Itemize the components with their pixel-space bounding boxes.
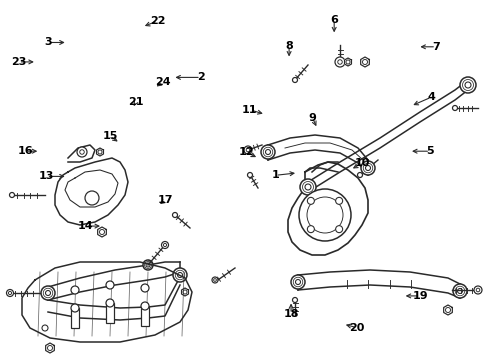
Text: 24: 24: [155, 77, 171, 87]
Circle shape: [41, 286, 55, 300]
Text: 6: 6: [330, 15, 338, 25]
Circle shape: [293, 77, 297, 82]
Circle shape: [335, 57, 345, 67]
Polygon shape: [344, 58, 351, 66]
Circle shape: [452, 105, 458, 111]
Polygon shape: [68, 145, 95, 162]
Circle shape: [361, 161, 375, 175]
Circle shape: [261, 145, 275, 159]
Text: 21: 21: [128, 96, 144, 107]
Text: 7: 7: [432, 42, 440, 52]
Text: 13: 13: [39, 171, 54, 181]
Text: 12: 12: [238, 147, 254, 157]
Circle shape: [6, 289, 14, 297]
Circle shape: [9, 193, 15, 198]
Circle shape: [307, 197, 343, 233]
Circle shape: [300, 179, 316, 195]
Circle shape: [336, 197, 343, 204]
Text: 10: 10: [355, 158, 370, 168]
Circle shape: [77, 147, 87, 157]
Circle shape: [247, 172, 252, 177]
Polygon shape: [298, 270, 460, 298]
Polygon shape: [46, 343, 54, 353]
Bar: [71, 308, 79, 328]
Circle shape: [141, 284, 149, 292]
Text: 11: 11: [242, 105, 258, 115]
Circle shape: [293, 297, 297, 302]
Text: 5: 5: [426, 146, 434, 156]
Text: 1: 1: [271, 170, 279, 180]
Circle shape: [474, 286, 482, 294]
Polygon shape: [98, 227, 106, 237]
Polygon shape: [97, 148, 103, 156]
Bar: [141, 306, 149, 326]
Polygon shape: [48, 277, 180, 320]
Circle shape: [106, 281, 114, 289]
Circle shape: [106, 299, 114, 307]
Text: 23: 23: [11, 57, 26, 67]
Polygon shape: [308, 80, 468, 192]
Circle shape: [85, 191, 99, 205]
Circle shape: [299, 189, 351, 241]
Text: 15: 15: [102, 131, 118, 141]
Circle shape: [336, 226, 343, 233]
Text: 17: 17: [158, 195, 173, 205]
Circle shape: [71, 304, 79, 312]
Bar: [106, 303, 114, 323]
Polygon shape: [443, 305, 452, 315]
Circle shape: [291, 275, 305, 289]
Text: 4: 4: [427, 92, 435, 102]
Circle shape: [143, 260, 153, 270]
Circle shape: [307, 197, 315, 204]
Text: 3: 3: [44, 37, 52, 48]
Text: 2: 2: [197, 72, 205, 82]
Text: 8: 8: [285, 41, 293, 51]
Polygon shape: [22, 262, 192, 342]
Polygon shape: [268, 135, 368, 175]
Circle shape: [460, 77, 476, 93]
Polygon shape: [288, 162, 368, 255]
Text: 22: 22: [150, 16, 166, 26]
Text: 18: 18: [283, 309, 299, 319]
Polygon shape: [55, 158, 128, 225]
Circle shape: [71, 286, 79, 294]
Text: 16: 16: [18, 146, 33, 156]
Polygon shape: [181, 288, 189, 296]
Polygon shape: [48, 262, 180, 300]
Circle shape: [453, 284, 467, 298]
Circle shape: [358, 172, 363, 177]
Text: 19: 19: [413, 291, 428, 301]
Circle shape: [42, 325, 48, 331]
Circle shape: [173, 268, 187, 282]
Circle shape: [212, 277, 218, 283]
Circle shape: [244, 146, 252, 154]
Text: 14: 14: [78, 221, 94, 231]
Polygon shape: [361, 57, 369, 67]
Circle shape: [307, 226, 315, 233]
Circle shape: [172, 212, 177, 217]
Circle shape: [141, 302, 149, 310]
Circle shape: [162, 242, 169, 248]
Text: 20: 20: [349, 323, 365, 333]
Text: 9: 9: [309, 113, 317, 123]
Polygon shape: [65, 170, 118, 207]
